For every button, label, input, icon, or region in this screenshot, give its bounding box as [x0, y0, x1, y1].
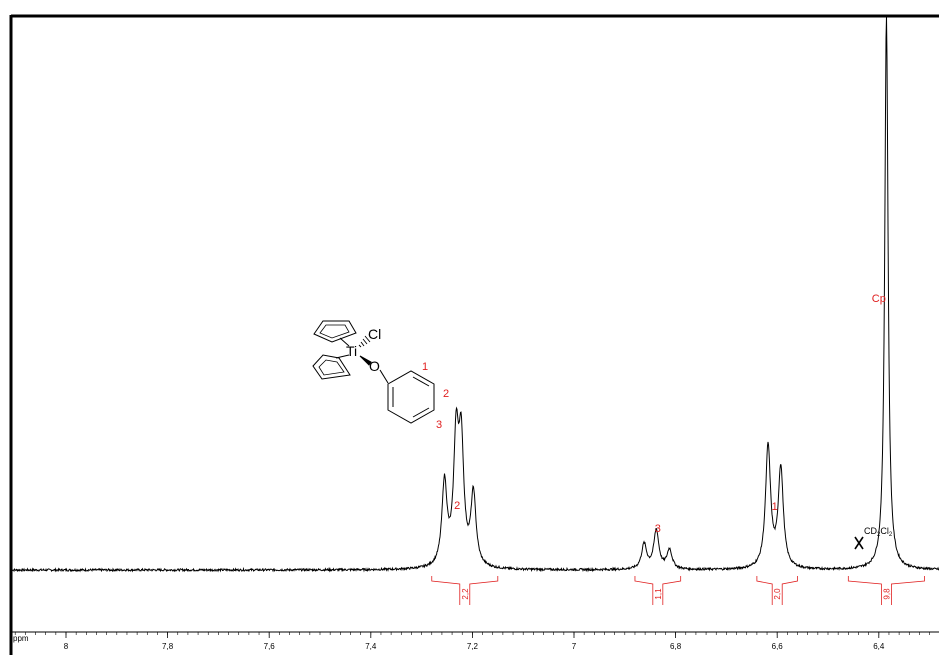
integral-value: 9,8	[882, 588, 891, 600]
solvent-label: CD2Cl2	[864, 526, 893, 538]
cp-ring-lower-inner	[318, 359, 345, 376]
x-tick-label: 6,8	[670, 642, 682, 651]
phenyl-double-bond-2	[412, 376, 430, 387]
atom-label-ti: Ti	[346, 343, 357, 359]
hashed-bond-ti-cl	[358, 335, 371, 348]
atom-label-cl: Cl	[368, 326, 381, 342]
structure-position-1: 1	[422, 361, 428, 373]
peak-label-2: 2	[454, 500, 460, 512]
x-axis-ticks: 87,87,67,47,276,86,66,46,265,85,65,45,2	[14, 632, 930, 651]
integral-bracket	[847, 576, 925, 605]
molecule-structure	[312, 320, 435, 424]
x-axis: ppm 87,87,67,47,276,86,66,46,265,85,65,4…	[11, 631, 939, 651]
cp-ring-lower	[312, 354, 351, 380]
peak-labels: 2 3 1 Cp	[454, 293, 886, 535]
solvent-x-mark	[854, 536, 864, 550]
integral-bracket	[431, 576, 499, 605]
x-tick-label: 8	[64, 642, 69, 651]
bond-cp-ti-lower	[335, 354, 350, 359]
integral-bracket	[634, 576, 682, 605]
integral-value: 2,2	[461, 588, 470, 600]
solvent-marker: CD2Cl2	[854, 526, 893, 550]
x-tick-label: 7	[572, 642, 577, 651]
bond-o-phenyl	[379, 369, 389, 384]
bond-cp-ti-upper	[339, 337, 350, 347]
wedge-bond-ti-o	[359, 355, 372, 366]
x-tick-label: 7,6	[264, 642, 276, 651]
peak-label-cp: Cp	[872, 293, 886, 305]
cp-ring-upper	[313, 320, 357, 343]
cp-ring-upper-inner	[319, 324, 350, 339]
integral-value: 1,1	[654, 588, 663, 600]
integral-bracket	[756, 576, 798, 605]
peak-label-3: 3	[655, 523, 661, 535]
phenyl-ring	[387, 370, 435, 424]
phenyl-double-bond-3	[412, 407, 430, 418]
x-tick-label: 7,4	[365, 642, 377, 651]
atom-label-o: O	[369, 358, 380, 374]
integral-value: 2,0	[773, 588, 782, 600]
x-tick-label: 6,4	[873, 642, 885, 651]
spectrum-trace	[10, 16, 939, 573]
structure-position-3: 3	[436, 419, 442, 431]
x-axis-unit-label: ppm	[13, 634, 29, 643]
x-tick-label: 6,6	[772, 642, 784, 651]
integrals: 2,2 1,1 2,0 9,8	[431, 576, 925, 605]
structure-position-2: 2	[443, 388, 449, 400]
x-tick-label: 7,8	[162, 642, 174, 651]
peak-label-1: 1	[772, 501, 778, 513]
x-tick-label: 7,2	[467, 642, 479, 651]
